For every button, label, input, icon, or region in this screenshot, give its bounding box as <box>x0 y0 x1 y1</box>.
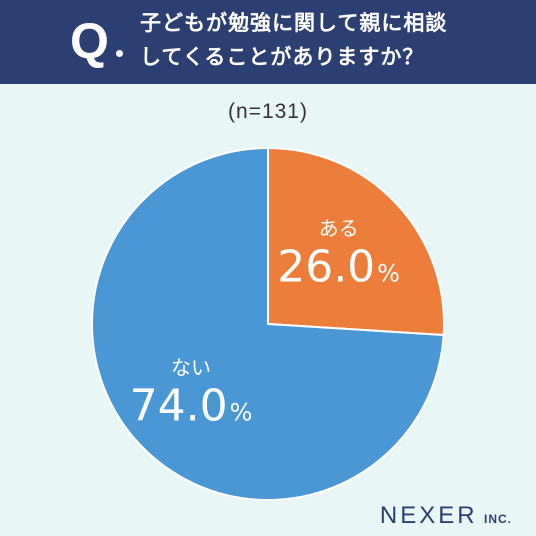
sample-size: (n=131) <box>228 100 308 123</box>
slice-value-2: 74.0% <box>130 380 253 431</box>
question-text-line-2: してくることがありますか？ <box>140 45 425 69</box>
brand-logo: NEXER INC. <box>380 502 512 530</box>
slice-value-number-1: 26.0 <box>277 242 375 293</box>
pie-slice-1 <box>267 146 445 337</box>
question-mark: Q <box>70 13 109 69</box>
question-mark-dot <box>116 50 123 57</box>
question-text-line-1: 子どもが勉強に関して親に相談 <box>140 11 448 35</box>
brand-suffix: INC. <box>484 512 512 526</box>
question-header: Q 子どもが勉強に関して親に相談 してくることがありますか？ <box>0 0 536 84</box>
slice-value-1: 26.0% <box>277 242 400 293</box>
slice-label-2: ない <box>171 355 211 379</box>
slice-label-1: ある <box>319 217 359 241</box>
slice-value-unit-1: % <box>377 260 400 288</box>
slice-value-unit-2: % <box>230 398 253 426</box>
brand-name: NEXER <box>379 502 478 529</box>
pie-slice-2 <box>91 146 445 501</box>
slice-value-number-2: 74.0 <box>130 380 228 431</box>
